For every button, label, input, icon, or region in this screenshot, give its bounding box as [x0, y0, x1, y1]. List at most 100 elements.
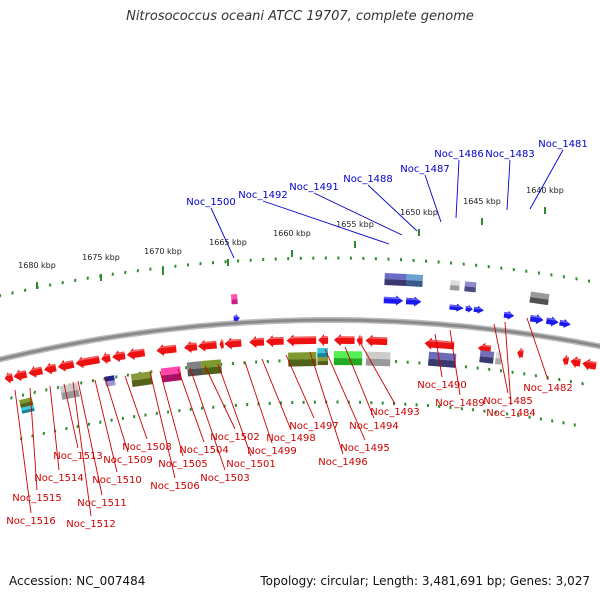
scale-tick — [186, 263, 190, 267]
scale-tick — [337, 256, 340, 260]
forward-gene-arrow — [559, 319, 572, 328]
scale-tick — [523, 372, 526, 376]
forward-gene-arrow — [405, 296, 422, 307]
scale-tick — [374, 257, 377, 261]
reverse-gene-leader — [324, 348, 366, 441]
scale-tick — [488, 367, 491, 372]
reverse-gene-label: Noc_1496 — [318, 457, 368, 468]
forward-gene-leader — [424, 174, 442, 223]
reverse-gene-arrow — [356, 334, 363, 347]
scale-tick — [302, 400, 305, 404]
scale-tick — [395, 360, 398, 364]
accession-text: Accession: NC_007484 — [9, 574, 146, 588]
scale-tick — [80, 381, 83, 385]
reverse-gene-label: Noc_1508 — [122, 442, 172, 453]
scale-tick — [362, 256, 365, 260]
scale-tick — [525, 269, 528, 273]
forward-gene-block — [464, 281, 477, 293]
reverse-gene-block — [186, 361, 203, 377]
reverse-gene-arrow — [562, 354, 570, 367]
reverse-gene-leader — [360, 343, 396, 405]
scale-tick — [73, 278, 77, 283]
forward-gene-label: Noc_1488 — [343, 174, 393, 185]
scale-tick — [189, 407, 192, 411]
reverse-gene-arrow — [265, 335, 284, 348]
reverse-gene-block — [104, 375, 116, 387]
forward-gene-leader — [210, 207, 235, 259]
scale-tick — [224, 260, 227, 264]
reverse-gene-leader — [285, 354, 315, 419]
scale-tick — [136, 269, 140, 273]
forward-gene-arrow — [503, 310, 515, 320]
scale-label: 1665 kbp — [209, 238, 247, 247]
reverse-gene-label: Noc_1484 — [486, 408, 536, 419]
scale-major-tick — [544, 207, 546, 214]
reverse-gene-arrow — [3, 371, 14, 384]
reverse-gene-label: Noc_1502 — [210, 432, 260, 443]
reverse-gene-leader — [261, 358, 292, 431]
reverse-gene-arrow — [224, 337, 242, 350]
forward-gene-block — [449, 280, 460, 291]
reverse-gene-block — [201, 359, 223, 375]
scale-tick — [539, 417, 543, 421]
reverse-gene-label: Noc_1501 — [226, 459, 276, 470]
scale-tick — [149, 267, 152, 271]
scale-tick — [528, 415, 531, 419]
reverse-gene-arrow — [517, 347, 524, 360]
forward-gene-label: Noc_1481 — [538, 139, 588, 150]
scale-tick — [278, 359, 281, 363]
reverse-gene-leader — [159, 370, 184, 457]
reverse-gene-arrow — [219, 338, 224, 351]
reverse-gene-label: Noc_1482 — [523, 383, 573, 394]
scale-tick — [359, 400, 362, 404]
scale-label: 1680 kbp — [18, 261, 56, 270]
scale-tick — [45, 388, 48, 392]
forward-gene-label: Noc_1500 — [186, 197, 236, 208]
scale-tick — [573, 423, 577, 427]
scale-tick — [581, 382, 584, 386]
reverse-gene-block — [333, 351, 363, 366]
reverse-gene-arrow — [424, 337, 455, 350]
reverse-gene-block — [365, 351, 391, 367]
scale-tick — [211, 261, 215, 265]
scale-tick — [166, 410, 170, 414]
scale-tick — [505, 412, 509, 416]
scale-tick — [234, 403, 238, 407]
reverse-gene-leader — [124, 375, 148, 440]
scale-tick — [500, 266, 503, 270]
scale-tick — [155, 411, 158, 416]
reverse-gene-block — [130, 371, 153, 388]
scale-tick — [48, 283, 52, 287]
reverse-gene-label: Noc_1485 — [483, 396, 533, 407]
scale-tick — [562, 421, 565, 425]
scale-label: 1670 kbp — [144, 247, 182, 256]
reverse-gene-label: Noc_1506 — [150, 481, 200, 492]
reverse-gene-leader — [493, 323, 509, 394]
reverse-gene-leader — [504, 321, 512, 406]
scale-tick — [404, 402, 407, 406]
scale-tick — [449, 261, 453, 265]
reverse-gene-leader — [104, 377, 129, 453]
scale-tick — [99, 420, 102, 424]
reverse-gene-leader — [49, 385, 60, 471]
scale-tick — [212, 405, 215, 409]
reverse-gene-leader — [77, 380, 103, 496]
scale-tick — [512, 267, 515, 272]
forward-gene-label: Noc_1492 — [238, 190, 288, 201]
scale-tick — [87, 422, 91, 426]
scale-tick — [274, 257, 277, 261]
forward-gene-arrow — [233, 314, 240, 323]
scale-tick — [249, 258, 252, 262]
scale-tick — [178, 408, 181, 413]
scale-label: 1675 kbp — [82, 253, 120, 262]
scale-major-tick — [162, 268, 164, 275]
scale-tick — [462, 262, 465, 266]
scale-tick — [23, 288, 27, 292]
scale-tick — [418, 361, 421, 365]
scale-tick — [336, 400, 339, 404]
reverse-gene-leader — [14, 389, 32, 514]
reverse-gene-leader — [29, 387, 38, 491]
reverse-gene-label: Noc_1511 — [77, 498, 127, 509]
scale-tick — [550, 273, 553, 277]
